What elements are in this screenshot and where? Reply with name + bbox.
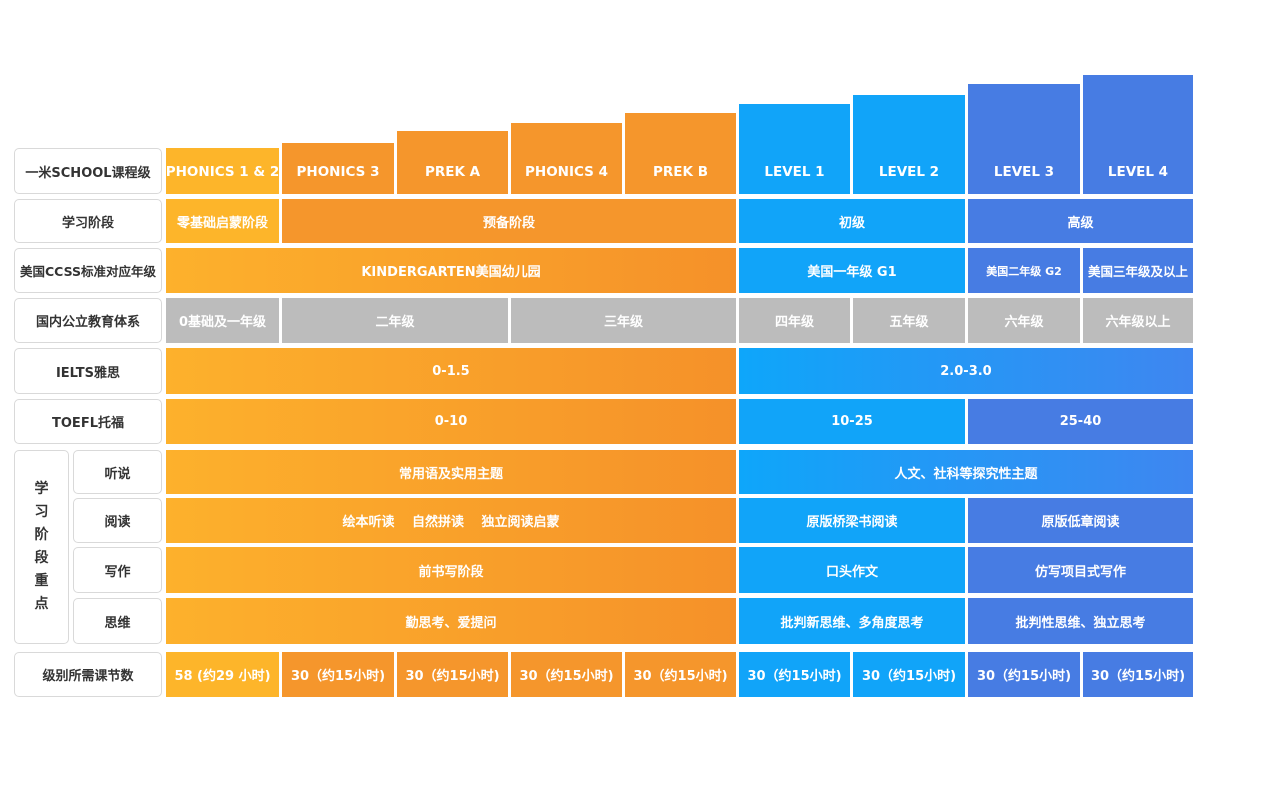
row-label-reading: 阅读 [73,498,162,543]
toefl-range-low: 0-10 [166,399,736,444]
level-phonics-4: PHONICS 4 [511,123,622,194]
row-label-text: 一米SCHOOL课程级 [25,165,151,181]
domestic-beginner-grade-1: 0基础及一年级 [166,298,279,343]
row-label-text: IELTS雅思 [55,365,121,381]
row-label-text: 学习阶段 [61,215,114,231]
row-label-text: 学习阶段重点 [34,481,49,612]
domestic-grade-3: 三年级 [511,298,736,343]
ccss-kindergarten: KINDERGARTEN美国幼儿园 [166,248,736,293]
domestic-grade-4: 四年级 [739,298,850,343]
row-label-text: 写作 [104,564,131,580]
level-4: LEVEL 4 [1083,75,1193,194]
ielts-range-low: 0-1.5 [166,348,736,394]
level-prek-a: PREK A [397,131,508,194]
row-label-thinking: 思维 [73,598,162,644]
row-label-ccss-grade: 美国CCSS标准对应年级 [14,248,162,293]
lessons-level-4: 30（约15小时) [1083,652,1193,697]
row-label-ielts: IELTS雅思 [14,348,162,394]
stage-preparatory: 预备阶段 [282,199,736,243]
row-label-focus-group: 学习阶段重点 [14,450,69,644]
lessons-prek-b: 30（约15小时) [625,652,736,697]
domestic-grade-2: 二年级 [282,298,508,343]
row-label-text: 国内公立教育体系 [35,315,140,330]
toefl-range-high: 25-40 [968,399,1193,444]
level-3: LEVEL 3 [968,84,1080,194]
row-label-writing: 写作 [73,547,162,593]
row-label-text: TOEFL托福 [52,416,124,431]
level-1: LEVEL 1 [739,104,850,194]
row-label-lessons: 级别所需课节数 [14,652,162,697]
reading-focus-chapter: 原版低章阅读 [968,498,1193,543]
level-phonics-1-2: PHONICS 1 & 2 [166,148,279,194]
listening-focus-basic: 常用语及实用主题 [166,450,736,494]
reading-focus-bridge: 原版桥梁书阅读 [739,498,965,543]
lessons-phonics-1-2: 58 (约29 小时) [166,652,279,697]
level-phonics-3: PHONICS 3 [282,143,394,194]
lessons-level-2: 30（约15小时) [853,652,965,697]
row-label-domestic-system: 国内公立教育体系 [14,298,162,343]
reading-focus-basic: 绘本听读 自然拼读 独立阅读启蒙 [166,498,736,543]
lessons-phonics-4: 30（约15小时) [511,652,622,697]
thinking-focus-critical-new: 批判新思维、多角度思考 [739,598,965,644]
row-label-listening: 听说 [73,450,162,494]
ielts-range-high: 2.0-3.0 [739,348,1193,394]
row-label-toefl: TOEFL托福 [14,399,162,444]
stage-beginner-enlightenment: 零基础启蒙阶段 [166,199,279,243]
row-label-text: 级别所需课节数 [42,669,134,684]
writing-focus-basic: 前书写阶段 [166,547,736,593]
ccss-grade-3-plus: 美国三年级及以上 [1083,248,1193,293]
thinking-focus-critical: 批判性思维、独立思考 [968,598,1193,644]
toefl-range-mid: 10-25 [739,399,965,444]
writing-focus-project: 仿写项目式写作 [968,547,1193,593]
writing-focus-oral: 口头作文 [739,547,965,593]
lessons-level-1: 30（约15小时) [739,652,850,697]
row-label-text: 美国CCSS标准对应年级 [19,264,157,279]
row-label-text: 阅读 [104,515,131,530]
thinking-focus-basic: 勤思考、爱提问 [166,598,736,644]
domestic-grade-6-plus: 六年级以上 [1083,298,1193,343]
stage-elementary: 初级 [739,199,965,243]
domestic-grade-5: 五年级 [853,298,965,343]
lessons-prek-a: 30（约15小时) [397,652,508,697]
row-label-text: 思维 [104,615,131,631]
stage-advanced: 高级 [968,199,1193,243]
lessons-level-3: 30（约15小时) [968,652,1080,697]
listening-focus-advanced: 人文、社科等探究性主题 [739,450,1193,494]
row-label-text: 听说 [104,466,131,482]
row-label-course-level: 一米SCHOOL课程级 [14,148,162,194]
lessons-phonics-3: 30（约15小时) [282,652,394,697]
ccss-grade-1: 美国一年级 G1 [739,248,965,293]
level-2: LEVEL 2 [853,95,965,194]
domestic-grade-6: 六年级 [968,298,1080,343]
ccss-grade-2: 美国二年级 G2 [968,248,1080,293]
row-label-learning-stage: 学习阶段 [14,199,162,243]
level-prek-b: PREK B [625,113,736,194]
